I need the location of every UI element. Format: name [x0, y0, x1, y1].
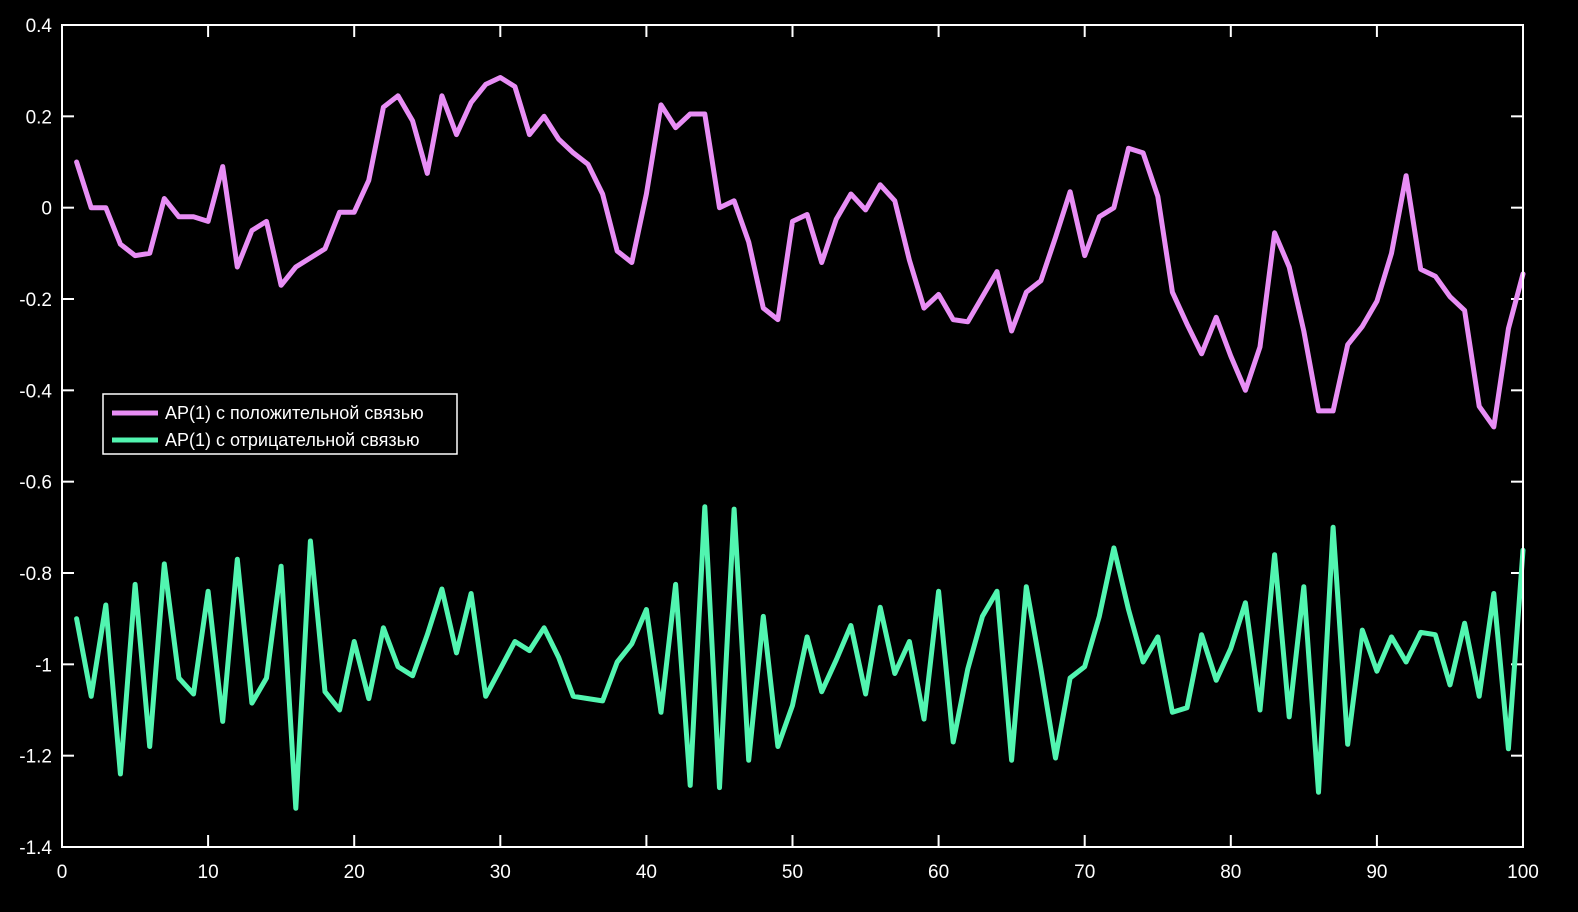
y-tick-label: -0.2 — [19, 290, 52, 311]
y-tick-label: -0.8 — [19, 564, 52, 585]
y-tick-label: -1 — [35, 655, 52, 676]
x-tick-label: 70 — [1074, 862, 1095, 883]
y-tick-label: 0.2 — [26, 107, 52, 128]
legend-label-negative: АР(1) с отрицательной связью — [165, 430, 419, 450]
y-tick-label: -0.6 — [19, 473, 52, 494]
x-tick-label: 60 — [928, 862, 949, 883]
legend-label-positive: АР(1) с положительной связью — [165, 403, 424, 423]
x-tick-label: 50 — [782, 862, 803, 883]
series-lines — [74, 75, 1526, 811]
tick-labels: 0 10 20 30 40 50 60 70 80 90 100 0.4 0.2 0 -0.2 -0.4 -0.… — [19, 16, 1539, 883]
y-tick-label: -0.4 — [19, 381, 52, 402]
y-tick-label: 0 — [41, 199, 52, 220]
legend-box — [102, 393, 458, 455]
x-tick-label: 10 — [198, 862, 219, 883]
y-tick-label: -1.4 — [19, 838, 52, 859]
x-tick-label: 40 — [636, 862, 657, 883]
y-tick-label: 0.4 — [26, 16, 53, 37]
series-line-negative — [74, 504, 1526, 811]
x-tick-label: 100 — [1507, 862, 1539, 883]
y-tick-label: -1.2 — [19, 747, 52, 768]
x-tick-label: 0 — [57, 862, 68, 883]
x-tick-label: 90 — [1366, 862, 1387, 883]
plot-frame — [61, 24, 1524, 848]
x-tick-label: 80 — [1220, 862, 1241, 883]
x-tick-label: 30 — [490, 862, 511, 883]
series-line-positive — [74, 75, 1526, 430]
legend: АР(1) с положительной связью АР(1) с отр… — [102, 393, 458, 455]
x-tick-label: 20 — [344, 862, 365, 883]
